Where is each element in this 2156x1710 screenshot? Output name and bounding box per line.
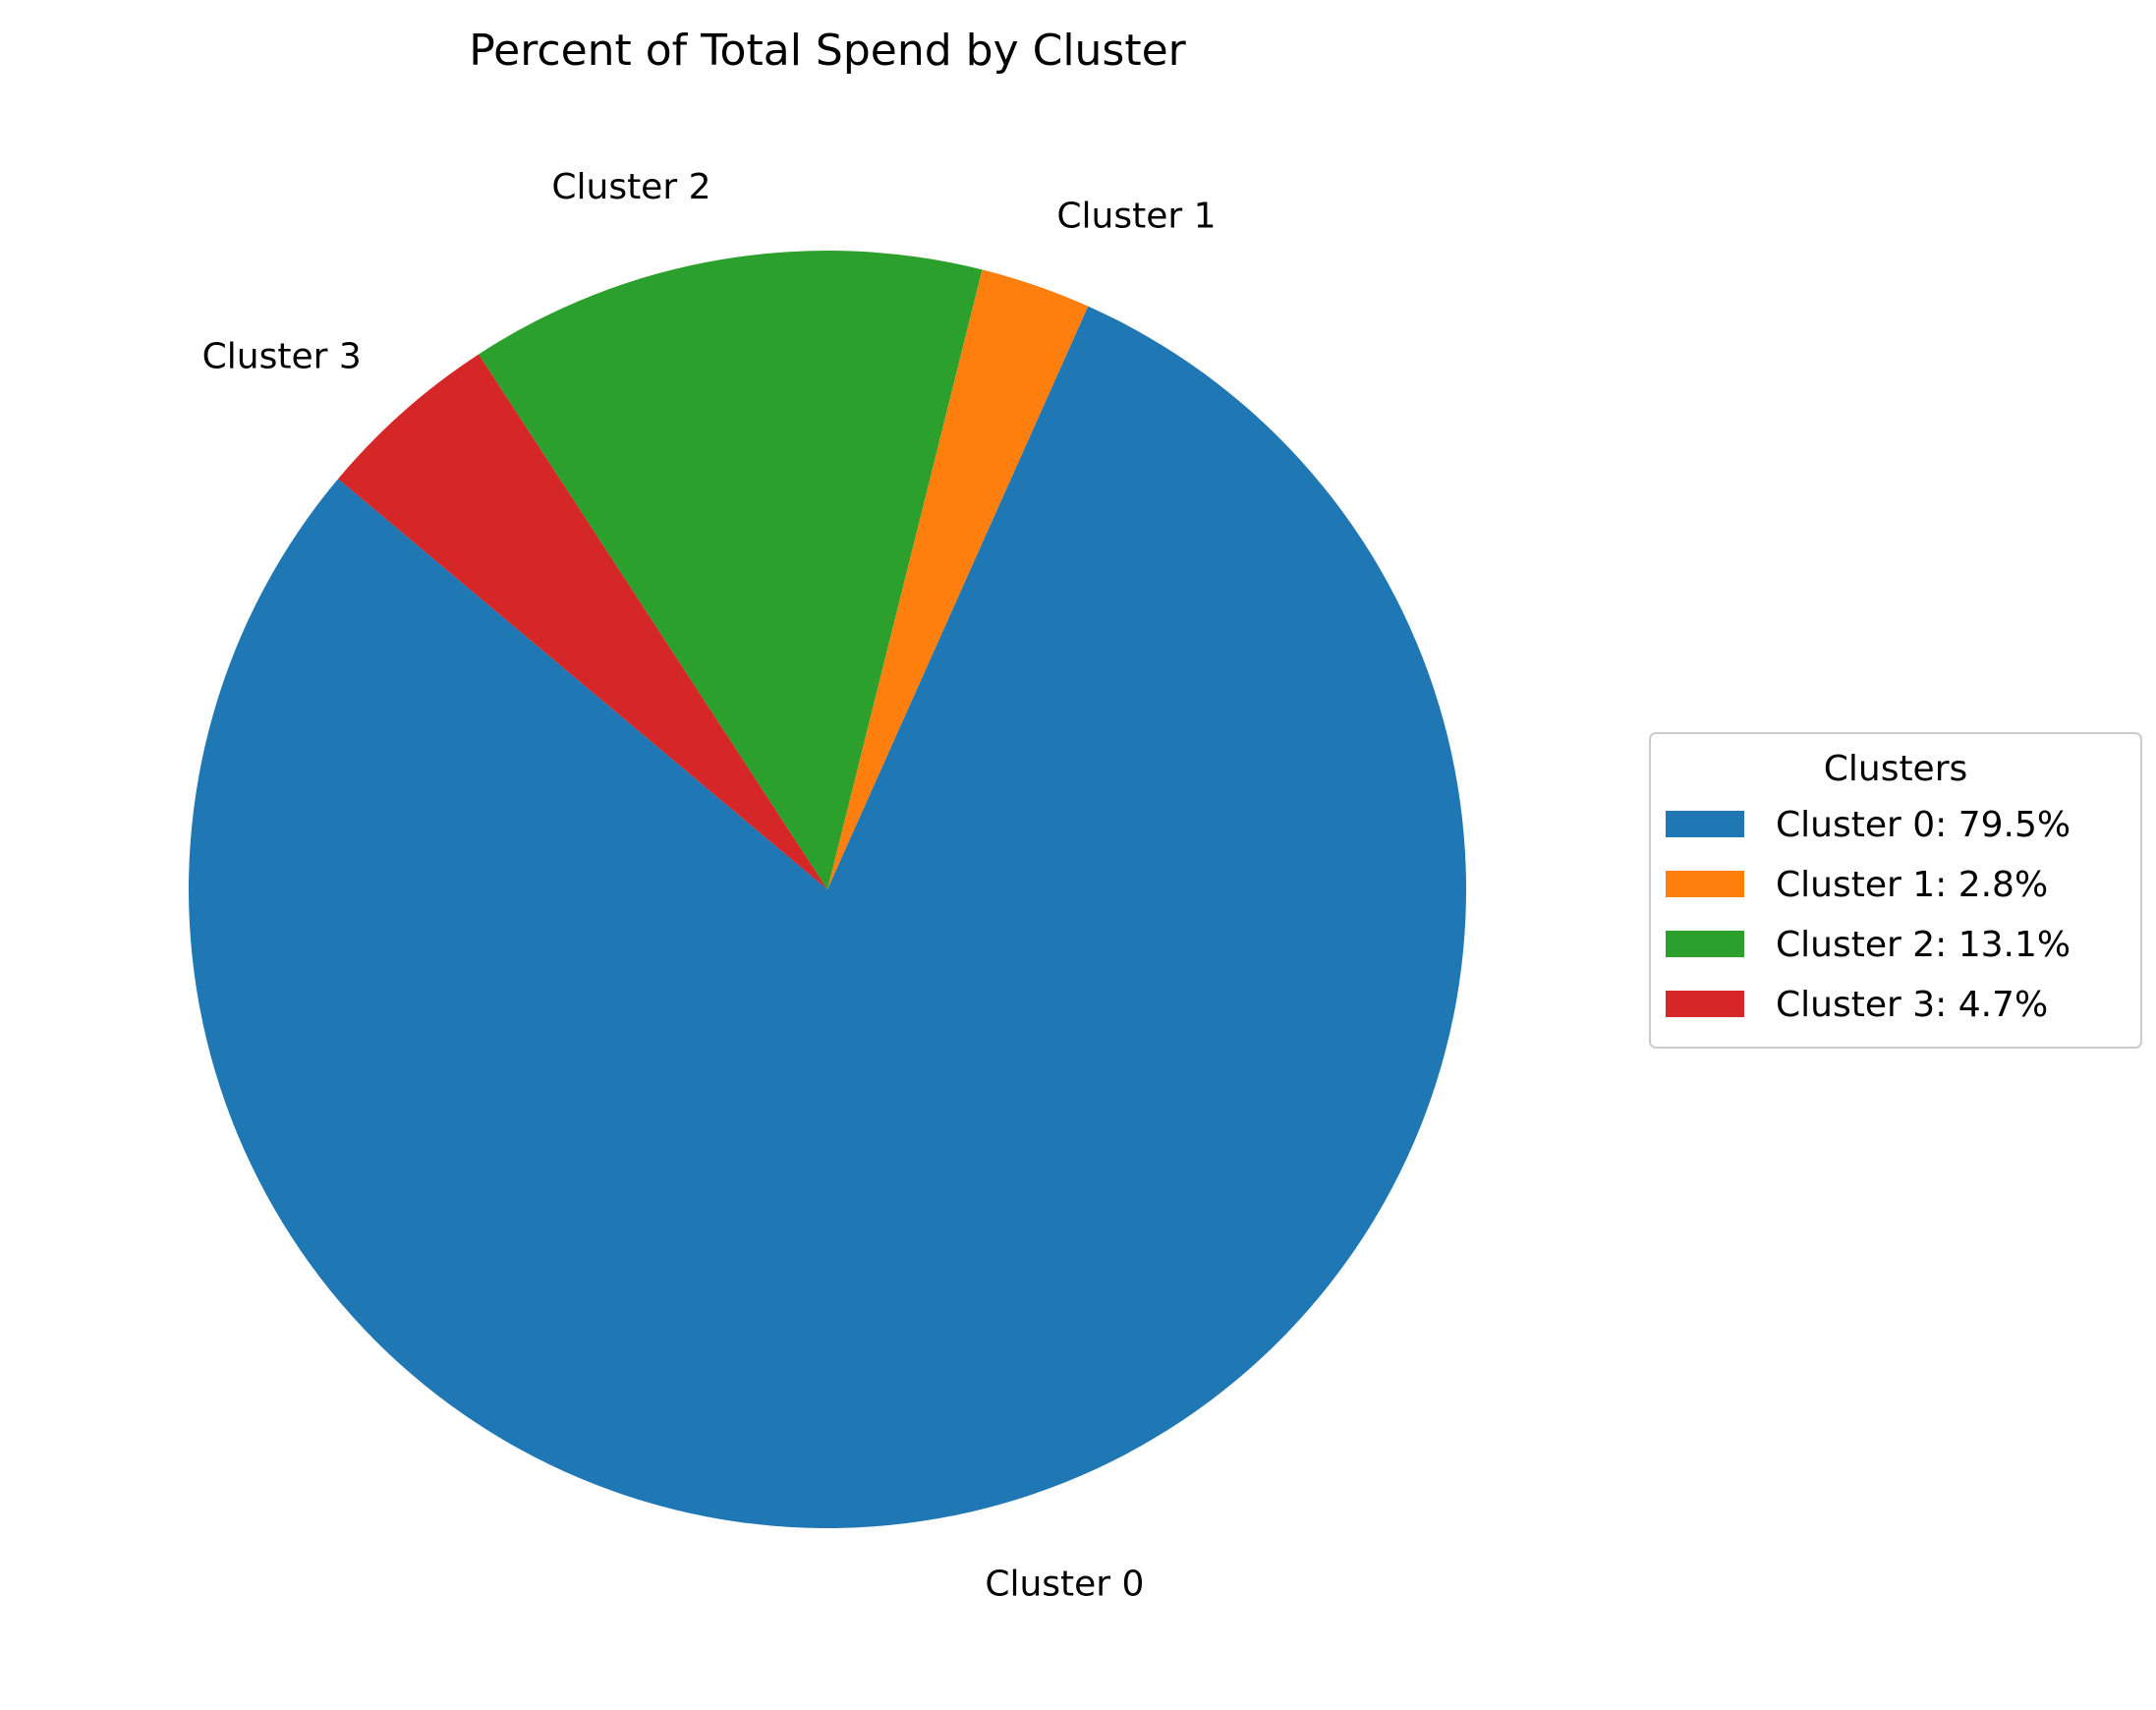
legend-frame [1649,732,2142,1049]
pie-slices [188,251,1467,1529]
slice-label-cluster-0: Cluster 0 [985,1565,1144,1605]
slice-label-cluster-2: Cluster 2 [551,167,710,207]
legend: Clusters Cluster 0: 79.5% Cluster 1: 2.8%… [1649,732,2142,1049]
legend-entry-0: Cluster 0: 79.5% [1776,805,2071,845]
legend-entries: Cluster 0: 79.5% Cluster 1: 2.8% Cluster 2… [1666,805,2071,1025]
legend-swatch-0 [1666,811,1744,837]
legend-entry-2: Cluster 2: 13.1% [1776,925,2071,965]
pie-slice-cluster-1 [827,269,1089,889]
legend-swatch-2 [1666,931,1744,957]
slice-label-cluster-3: Cluster 3 [202,336,362,376]
legend-swatch-1 [1666,871,1744,897]
chart-title: Percent of Total Spend by Cluster [469,26,1186,76]
pie-slice-labels: Cluster 0 Cluster 1 Cluster 2 Cluster 3 [202,167,1217,1605]
legend-entry-1: Cluster 1: 2.8% [1776,865,2048,905]
slice-label-cluster-1: Cluster 1 [1056,197,1216,237]
pie-slice-cluster-0 [188,306,1467,1529]
legend-title: Clusters [1824,749,1968,789]
pie-slice-cluster-2 [479,251,983,889]
pie-slice-cluster-3 [338,354,827,890]
legend-swatch-3 [1666,991,1744,1017]
legend-entry-3: Cluster 3: 4.7% [1776,985,2048,1025]
